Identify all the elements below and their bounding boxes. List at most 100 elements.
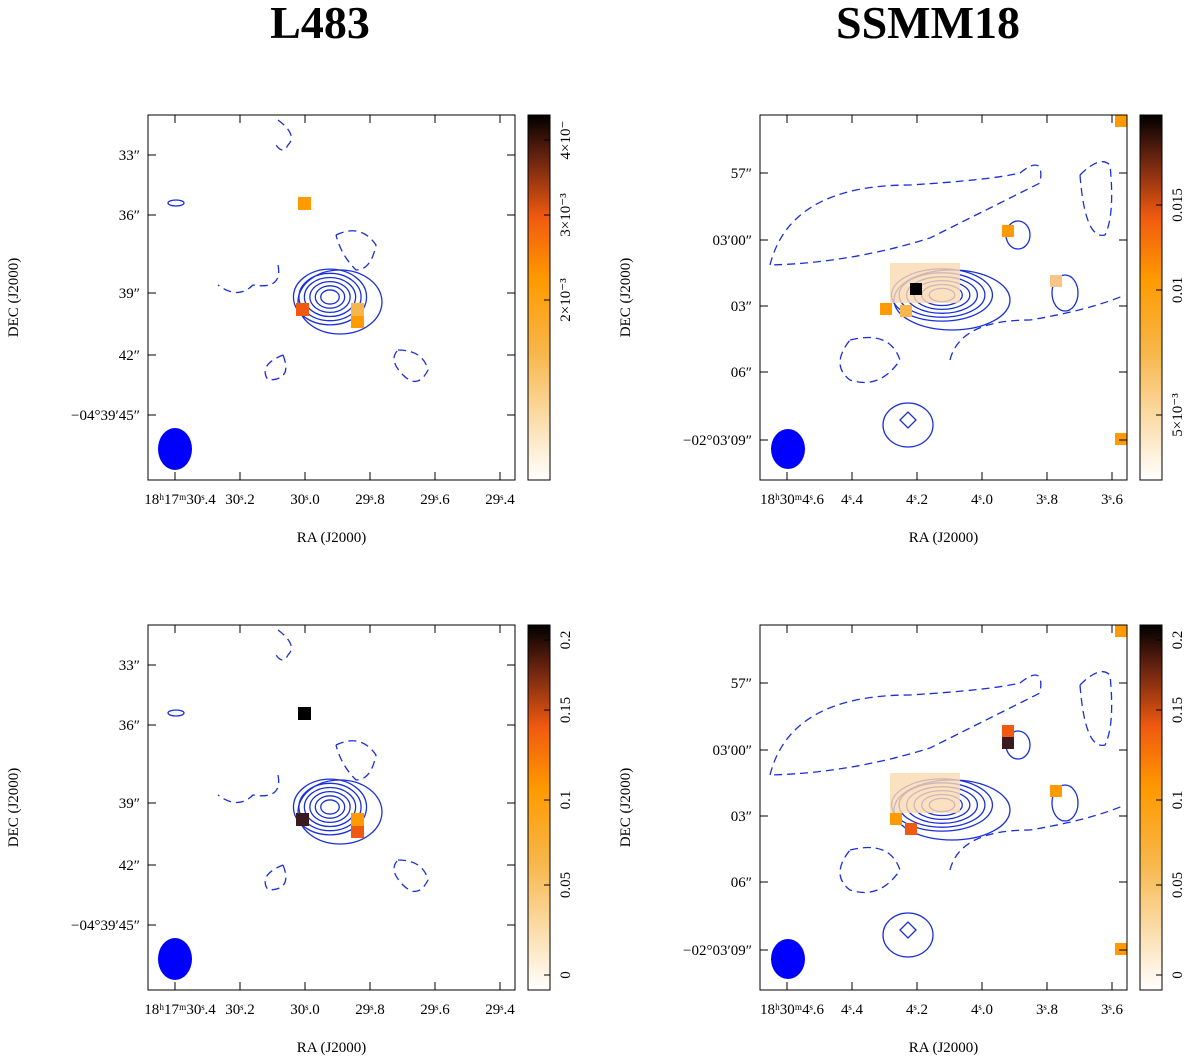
y-tick-label: 39″: [119, 796, 140, 812]
colorbar-tick-label: 5×10⁻³: [1170, 393, 1186, 437]
contour: [298, 782, 362, 832]
contour: [882, 402, 934, 448]
contour: [899, 921, 917, 939]
plot-frame: [147, 624, 516, 991]
colorbar-tick-label: 0.01: [1170, 277, 1186, 303]
pixel: [1002, 737, 1014, 749]
contour: [217, 264, 280, 294]
colorbar-tick-label: 0: [1170, 971, 1186, 979]
x-tick-label: 4ˢ.2: [906, 1002, 928, 1018]
contour: [167, 709, 185, 717]
colorbar-tick-label: 0.015: [1170, 188, 1186, 222]
contour: [335, 740, 377, 781]
y-axis-label: DEC (J2000): [618, 768, 634, 848]
contour: [335, 230, 377, 271]
x-tick-label: 29ˢ.4: [485, 492, 515, 508]
contour: [264, 864, 287, 891]
x-axis-label: RA (J2000): [297, 530, 367, 546]
x-tick-label: 29ˢ.8: [355, 492, 384, 508]
x-tick-label: 3ˢ.6: [1101, 1002, 1123, 1018]
colorbar-tick-label: 0.2: [1170, 631, 1186, 650]
beam: [771, 429, 805, 469]
y-tick-label: 06″: [731, 365, 752, 381]
pixel: [351, 825, 364, 838]
y-tick-label: −02°03′09″: [683, 433, 752, 449]
colorbar: [527, 114, 551, 481]
contour: [320, 289, 340, 305]
y-tick-label: 39″: [119, 286, 140, 302]
contour: [1051, 784, 1079, 822]
colorbar-tick-label: 4×10⁻: [558, 121, 574, 160]
y-tick-label: −04°39′45″: [71, 408, 140, 424]
contour: [303, 276, 357, 318]
beam: [771, 939, 805, 979]
x-tick-label: 30ˢ.2: [225, 492, 254, 508]
title: L483: [270, 0, 370, 48]
colorbar: [527, 624, 551, 991]
contour: [264, 354, 287, 381]
pixel: [1002, 725, 1014, 737]
panel: 33″ 36″ 39″ 42″ −04°39′45″ 18ʰ17ᵐ30ˢ.4 30ˢ.2 30…: [6, 114, 574, 546]
y-tick-label: 57″: [731, 676, 752, 692]
contour: [314, 795, 346, 819]
contour: [1051, 274, 1079, 312]
y-tick-label: 57″: [731, 166, 752, 182]
colorbar-tick-label: 0.05: [1170, 872, 1186, 898]
x-tick-label: 4ˢ.4: [841, 1002, 863, 1018]
contour: [320, 799, 340, 815]
pixel: [1050, 275, 1062, 287]
pixel: [351, 813, 364, 826]
x-tick-label: 18ʰ17ᵐ30ˢ.4: [144, 1002, 216, 1018]
beam: [158, 938, 192, 980]
y-axis-label: DEC (J2000): [6, 768, 22, 848]
colorbar-tick-label: 2×10⁻³: [558, 278, 574, 322]
pixel: [1115, 115, 1127, 127]
contour: [839, 804, 1126, 894]
pixel: [1115, 943, 1127, 955]
pixel: [905, 823, 917, 835]
colorbar-tick-label: 0.15: [558, 697, 574, 723]
pixel: [351, 303, 364, 316]
panel: 57″ 03′00″ 03″ 06″ −02°03′09″ 18ʰ30ᵐ4ˢ.6 4ˢ.4 4…: [618, 114, 1186, 546]
y-tick-label: 36″: [119, 208, 140, 224]
x-tick-label: 4ˢ.0: [971, 492, 993, 508]
colorbar-tick-label: 3×10⁻³: [558, 193, 574, 237]
pixel: [296, 813, 309, 826]
y-tick-label: 03″: [731, 809, 752, 825]
plot-frame: [759, 114, 1128, 481]
pixel: [298, 197, 311, 210]
x-tick-label: 3ˢ.6: [1101, 492, 1123, 508]
pixel: [298, 707, 311, 720]
x-tick-label: 4ˢ.2: [906, 492, 928, 508]
x-axis-label: RA (J2000): [909, 1040, 979, 1056]
colorbar-tick-label: 0: [558, 971, 574, 979]
y-tick-label: 06″: [731, 875, 752, 891]
y-axis-label: DEC (J2000): [6, 258, 22, 338]
x-tick-label: 4ˢ.4: [841, 492, 863, 508]
y-tick-label: 33″: [119, 658, 140, 674]
panel: 33″ 36″ 39″ 42″ −04°39′45″ 18ʰ17ᵐ30ˢ.4 30ˢ.2 30…: [6, 624, 574, 1056]
x-tick-label: 29ˢ.6: [420, 1002, 450, 1018]
x-tick-label: 18ʰ30ᵐ4ˢ.6: [760, 492, 825, 508]
y-tick-label: 42″: [119, 348, 140, 364]
colorbar-tick-label: 0.1: [558, 791, 574, 810]
pixel: [1115, 625, 1127, 637]
contour: [882, 912, 934, 958]
contour: [769, 674, 1042, 776]
y-tick-label: 03′00″: [712, 233, 752, 249]
y-axis-label: DEC (J2000): [618, 258, 634, 338]
y-tick-label: 36″: [119, 718, 140, 734]
colorbar-tick-label: 0.05: [558, 872, 574, 898]
plot-frame: [147, 114, 516, 481]
contour: [292, 268, 368, 326]
pixel: [890, 813, 902, 825]
pixel: [880, 303, 892, 315]
x-tick-label: 18ʰ17ᵐ30ˢ.4: [144, 492, 216, 508]
colorbar-tick-label: 0.2: [558, 631, 574, 650]
pixel: [351, 315, 364, 328]
x-tick-label: 29ˢ.4: [485, 1002, 515, 1018]
contour: [314, 285, 346, 309]
y-tick-label: 03′00″: [712, 743, 752, 759]
pixel: [910, 283, 922, 295]
